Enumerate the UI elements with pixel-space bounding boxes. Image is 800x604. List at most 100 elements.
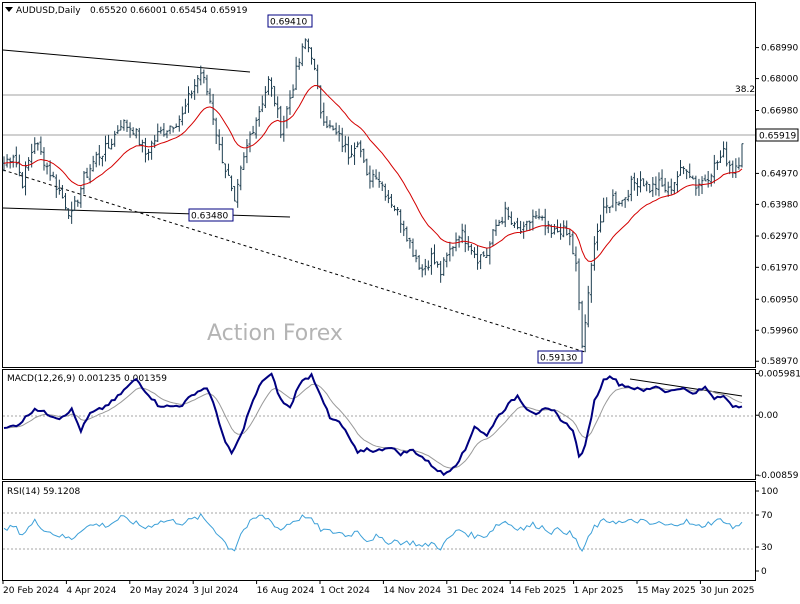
ohlc-bar bbox=[239, 165, 243, 191]
date-tick-label: 3 Jul 2024 bbox=[193, 586, 238, 596]
chart-title: AUDUSD,Daily bbox=[16, 6, 81, 16]
ohlc-bar bbox=[728, 160, 732, 175]
ohlc-bar bbox=[17, 154, 21, 177]
ohlc-bar bbox=[242, 152, 246, 170]
ohlc-bar bbox=[174, 123, 178, 128]
low-label: 0.59130 bbox=[540, 354, 577, 364]
fib-label: 38.2 bbox=[735, 85, 755, 95]
ohlc-bar bbox=[722, 141, 726, 158]
ohlc-bar bbox=[439, 260, 443, 283]
ohlc-bar bbox=[534, 210, 538, 219]
ohlc-bar bbox=[383, 183, 387, 201]
ohlc-bar bbox=[571, 230, 575, 255]
mid-low-label-box bbox=[188, 208, 234, 222]
ohlc-bar bbox=[113, 130, 117, 147]
ohlc-bar bbox=[353, 142, 357, 165]
ohlc-bar bbox=[602, 197, 606, 223]
ohlc-bar bbox=[645, 180, 649, 192]
ohlc-bar bbox=[97, 145, 101, 166]
price-tick-label: 0.60950 bbox=[761, 295, 798, 305]
ohlc-bar bbox=[85, 167, 89, 179]
ohlc-bar bbox=[162, 123, 166, 137]
ohlc-bar bbox=[226, 163, 230, 176]
ohlc-bar bbox=[20, 171, 24, 189]
ohlc-bar bbox=[697, 178, 701, 196]
lower-trendline bbox=[2, 207, 291, 218]
ohlc-bar bbox=[608, 206, 612, 213]
ohlc-bar bbox=[411, 238, 415, 257]
ohlc-bar bbox=[506, 206, 510, 220]
ohlc-bar bbox=[202, 69, 206, 84]
ohlc-bar bbox=[337, 125, 341, 142]
ohlc-bar bbox=[322, 102, 326, 126]
ohlc-bar bbox=[583, 314, 587, 353]
ohlc-bar bbox=[694, 175, 698, 196]
ohlc-bar bbox=[82, 171, 86, 195]
ohlc-bar bbox=[408, 237, 412, 249]
ohlc-bar bbox=[476, 245, 480, 270]
ohlc-bar bbox=[632, 172, 636, 191]
ohlc-bar bbox=[642, 178, 646, 187]
ohlc-bar bbox=[433, 244, 436, 265]
ohlc-bar bbox=[245, 139, 249, 164]
macd-tick-label: 0.00 bbox=[758, 411, 778, 421]
ohlc-bar bbox=[64, 192, 67, 211]
ohlc-bar bbox=[405, 226, 409, 242]
ohlc-bar bbox=[617, 201, 621, 206]
ohlc-bar bbox=[426, 260, 430, 271]
ohlc-readout: 0.65520 0.66001 0.65454 0.65919 bbox=[90, 6, 248, 16]
ohlc-bar bbox=[251, 125, 255, 135]
ohlc-bar bbox=[42, 147, 46, 171]
ohlc-bar bbox=[319, 85, 323, 119]
ohlc-bar bbox=[589, 262, 593, 303]
date-tick-label: 31 Dec 2024 bbox=[447, 586, 505, 596]
ohlc-bar bbox=[94, 151, 98, 168]
ohlc-bar bbox=[73, 195, 77, 211]
ohlc-bar bbox=[715, 160, 719, 170]
ohlc-bar bbox=[559, 223, 563, 240]
date-tick-label: 30 Jun 2025 bbox=[700, 586, 754, 596]
ohlc-bar bbox=[393, 205, 397, 212]
ohlc-bar bbox=[273, 85, 277, 107]
ohlc-bar bbox=[328, 120, 332, 129]
ohlc-bar bbox=[469, 243, 473, 255]
ohlc-bar bbox=[703, 174, 707, 182]
date-axis: 20 Feb 2024 4 Apr 2024 20 May 2024 3 Jul 20… bbox=[2, 580, 755, 596]
ohlc-bar bbox=[303, 38, 307, 50]
rsi-axis: 100 70 30 0 bbox=[755, 487, 778, 577]
ohlc-bar bbox=[91, 155, 95, 172]
ohlc-bar bbox=[688, 163, 692, 179]
ohlc-bar bbox=[343, 135, 347, 153]
ohlc-bar bbox=[562, 220, 566, 238]
ohlc-bar bbox=[300, 43, 304, 67]
ohlc-bar bbox=[543, 208, 547, 236]
ohlc-bar bbox=[116, 125, 120, 134]
ohlc-bar bbox=[672, 181, 676, 195]
ohlc-bar bbox=[263, 86, 267, 109]
ohlc-bar bbox=[45, 162, 49, 175]
ohlc-bar bbox=[377, 171, 381, 188]
date-tick-label: 20 Feb 2024 bbox=[3, 586, 59, 596]
ohlc-bar bbox=[574, 246, 578, 272]
ohlc-bar bbox=[682, 166, 686, 175]
ohlc-bar bbox=[546, 220, 550, 234]
ohlc-bar bbox=[519, 220, 523, 235]
ohlc-bar bbox=[512, 221, 516, 228]
ohlc-bar bbox=[709, 173, 713, 187]
ohlc-bar bbox=[103, 135, 107, 162]
date-tick-label: 4 Apr 2024 bbox=[66, 586, 116, 596]
ohlc-bar bbox=[485, 247, 489, 258]
ohlc-bar bbox=[100, 155, 104, 167]
ohlc-bar bbox=[193, 79, 197, 100]
ohlc-bar bbox=[626, 189, 630, 202]
ohlc-bar bbox=[494, 219, 498, 236]
ohlc-bar bbox=[371, 169, 375, 188]
ohlc-bar bbox=[137, 127, 141, 146]
ohlc-bar bbox=[325, 116, 329, 129]
ohlc-bar bbox=[666, 181, 670, 197]
dropdown-triangle-icon[interactable] bbox=[5, 7, 13, 12]
ohlc-bar bbox=[725, 141, 729, 167]
price-tick-label: 0.68990 bbox=[761, 44, 798, 54]
ohlc-bar bbox=[620, 199, 624, 207]
ohlc-bar bbox=[79, 186, 83, 208]
